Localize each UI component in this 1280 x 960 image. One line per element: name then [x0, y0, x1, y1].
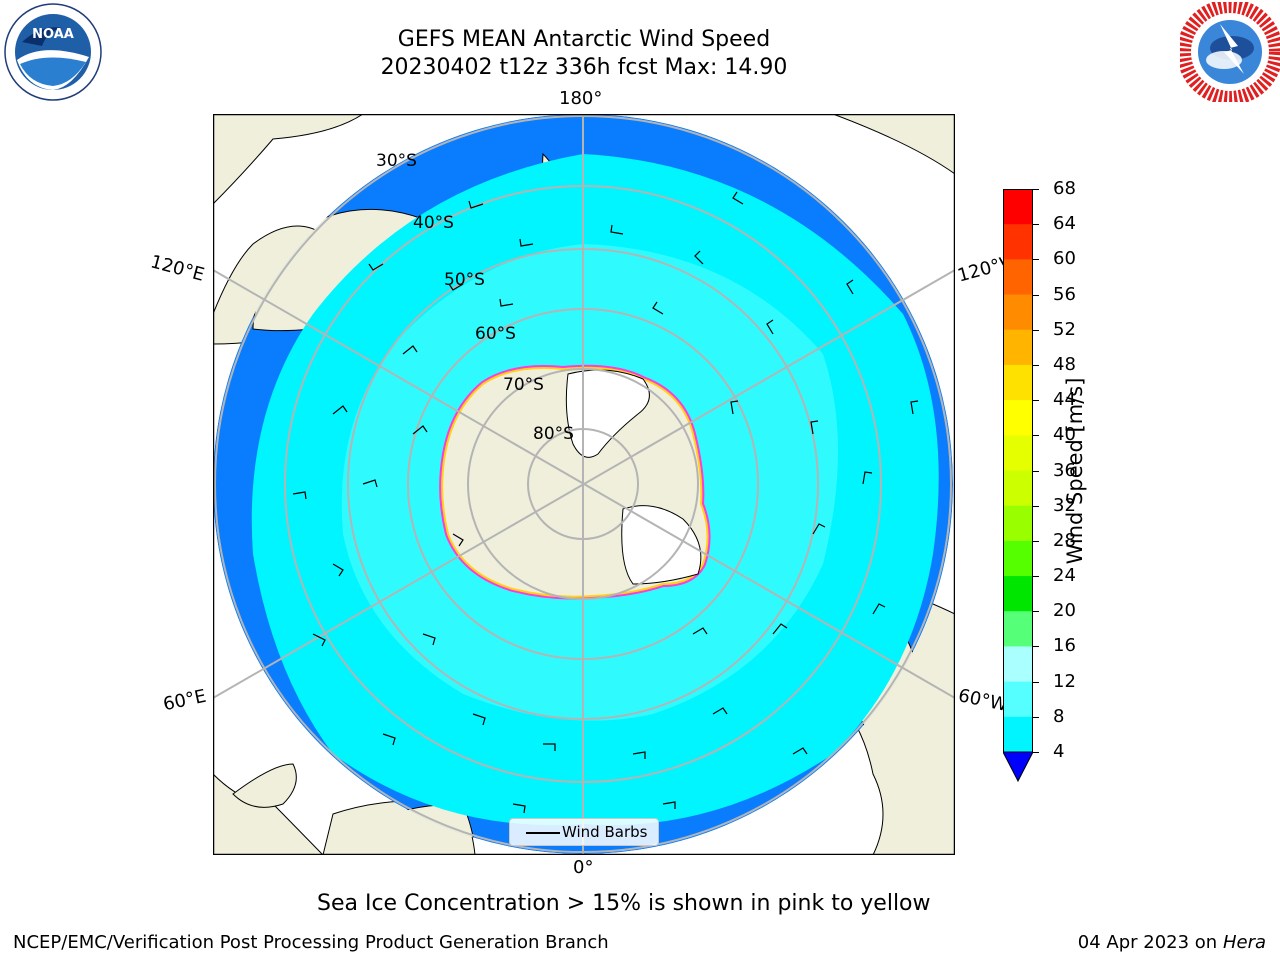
colorbar-segment: [1003, 646, 1033, 683]
colorbar-tick: [1033, 470, 1039, 472]
lon-label-60e: 60°E: [161, 685, 208, 716]
wind-barbs-legend: Wind Barbs: [509, 818, 659, 846]
colorbar-tick: [1033, 752, 1039, 753]
colorbar-extend: [1003, 751, 1033, 783]
nws-logo-icon: [1180, 2, 1280, 102]
footer-machine: Hera: [1222, 932, 1266, 953]
svg-text:NOAA: NOAA: [32, 27, 74, 42]
colorbar-tick: [1033, 716, 1039, 718]
colorbar-tick-label: 20: [1053, 600, 1076, 622]
colorbar-tick-label: 36: [1053, 459, 1076, 481]
colorbar-segment: [1003, 576, 1033, 612]
colorbar-tick: [1033, 400, 1039, 402]
colorbar-tick-label: 4: [1053, 741, 1065, 762]
colorbar-segment: [1003, 505, 1033, 542]
colorbar-segment: [1003, 224, 1033, 260]
footer-date: 04 Apr 2023 on Hera: [1078, 932, 1266, 953]
colorbar-tick: [1033, 364, 1039, 366]
colorbar-tick-label: 56: [1053, 283, 1076, 305]
colorbar-tick-label: 28: [1053, 529, 1076, 551]
colorbar-tick-label: 40: [1053, 424, 1076, 446]
colorbar-tick-label: 64: [1053, 213, 1076, 235]
colorbar-tick: [1033, 540, 1039, 542]
lat-label-70s: 70°S: [503, 375, 544, 395]
antarctic-map: [213, 114, 955, 855]
colorbar-tick-label: 32: [1053, 494, 1076, 516]
colorbar-segment: [1003, 716, 1033, 753]
footer-branch: NCEP/EMC/Verification Post Processing Pr…: [13, 932, 609, 953]
colorbar-tick-label: 8: [1053, 705, 1065, 727]
colorbar-tick: [1033, 329, 1039, 331]
lat-label-30s: 30°S: [376, 151, 417, 171]
wind-barbs: [292, 191, 919, 814]
colorbar-segment: [1003, 470, 1033, 507]
colorbar-tick: [1033, 611, 1039, 613]
noaa-logo-icon: NOAA: [4, 3, 102, 101]
legend-line-icon: [526, 832, 560, 834]
lon-label-120e: 120°E: [148, 251, 207, 286]
colorbar-tick-label: 68: [1053, 178, 1076, 199]
colorbar-tick-label: 12: [1053, 670, 1076, 692]
colorbar-tick-label: 48: [1053, 353, 1076, 375]
colorbar: [1003, 189, 1033, 783]
colorbar-segment: [1003, 540, 1033, 577]
colorbar-tick-label: 60: [1053, 248, 1076, 270]
lat-label-60s: 60°S: [475, 324, 516, 344]
colorbar-tick-label: 44: [1053, 389, 1076, 411]
colorbar-tick: [1033, 259, 1039, 261]
colorbar-segment: [1003, 329, 1033, 366]
colorbar-tick: [1033, 294, 1039, 296]
colorbar-segment: [1003, 681, 1033, 718]
lon-label-0: 0°: [573, 857, 594, 878]
colorbar-segment: [1003, 400, 1033, 436]
colorbar-segment: [1003, 259, 1033, 296]
lat-label-40s: 40°S: [413, 213, 454, 233]
colorbar-tick-label: 24: [1053, 565, 1076, 587]
colorbar-tick-label: 16: [1053, 635, 1076, 657]
colorbar-segment: [1003, 435, 1033, 471]
lat-label-80s: 80°S: [533, 424, 574, 444]
colorbar-tick: [1033, 505, 1039, 507]
colorbar-segment: [1003, 189, 1033, 225]
colorbar-segment: [1003, 294, 1033, 331]
lon-label-60w: 60°W: [956, 685, 1010, 716]
colorbar-tick: [1033, 189, 1039, 190]
sea-ice-caption: Sea Ice Concentration > 15% is shown in …: [317, 891, 931, 916]
colorbar-segment: [1003, 364, 1033, 401]
footer-date-text: 04 Apr 2023 on: [1077, 932, 1218, 953]
title-line-2: 20230402 t12z 336h fcst Max: 14.90: [380, 55, 788, 80]
title-line-1: GEFS MEAN Antarctic Wind Speed: [397, 27, 771, 52]
colorbar-tick: [1033, 646, 1039, 648]
colorbar-label: Wind Speed [m/s]: [1063, 377, 1087, 565]
colorbar-tick-label: 52: [1053, 318, 1076, 340]
colorbar-tick: [1033, 576, 1039, 578]
legend-label: Wind Barbs: [562, 823, 648, 841]
colorbar-tick: [1033, 224, 1039, 226]
lat-label-50s: 50°S: [444, 270, 485, 290]
colorbar-tick: [1033, 681, 1039, 683]
lon-label-180: 180°: [559, 88, 603, 109]
colorbar-segment: [1003, 611, 1033, 647]
colorbar-tick: [1033, 435, 1039, 437]
